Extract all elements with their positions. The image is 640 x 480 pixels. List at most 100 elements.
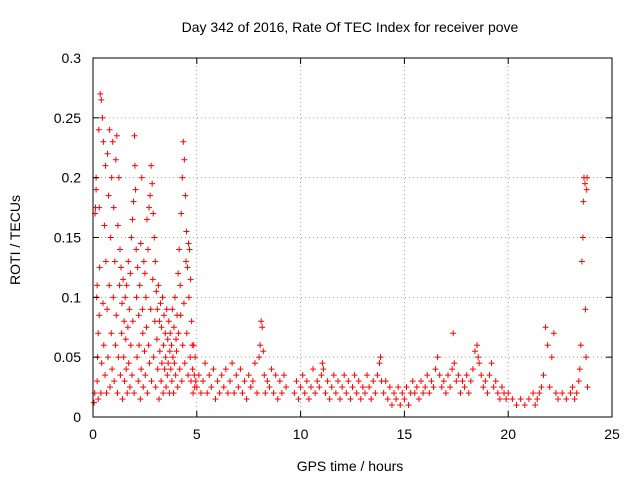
chart-title: Day 342 of 2016, Rate Of TEC Index for r… — [182, 19, 519, 35]
data-point — [513, 402, 520, 409]
data-point — [161, 366, 168, 373]
data-point — [573, 390, 580, 397]
data-point — [183, 258, 190, 265]
data-point — [98, 96, 105, 103]
data-point — [103, 390, 110, 397]
data-point — [525, 396, 532, 403]
data-point — [461, 384, 468, 391]
data-point — [370, 378, 377, 385]
data-point — [176, 366, 183, 373]
data-point — [494, 390, 501, 397]
data-point — [450, 330, 457, 337]
y-axis-label: ROTI / TECUs — [7, 195, 23, 285]
data-point — [171, 360, 178, 367]
data-point — [517, 396, 524, 403]
data-point — [193, 384, 200, 391]
data-point — [131, 390, 138, 397]
data-point — [552, 390, 559, 397]
data-point — [576, 366, 583, 373]
y-tick-label: 0.25 — [54, 110, 81, 126]
data-point — [146, 360, 153, 367]
data-point — [583, 186, 590, 193]
data-point — [154, 366, 161, 373]
data-point — [550, 330, 557, 337]
data-point — [129, 372, 136, 379]
data-point — [345, 378, 352, 385]
data-point — [102, 258, 109, 265]
data-point — [274, 396, 281, 403]
data-point — [176, 246, 183, 253]
data-point — [112, 342, 119, 349]
data-point — [167, 330, 174, 337]
data-point — [181, 360, 188, 367]
data-point — [413, 384, 420, 391]
data-point — [310, 366, 317, 373]
data-point — [364, 372, 371, 379]
data-point — [162, 354, 169, 361]
data-point — [210, 366, 217, 373]
data-point — [384, 396, 391, 403]
data-point — [175, 270, 182, 277]
data-point — [138, 174, 145, 181]
data-point — [189, 366, 196, 373]
data-point — [420, 390, 427, 397]
data-point — [476, 360, 483, 367]
data-point — [326, 396, 333, 403]
data-point — [187, 276, 194, 283]
data-point — [170, 390, 177, 397]
data-point — [197, 390, 204, 397]
data-point — [147, 192, 154, 199]
data-point — [430, 384, 437, 391]
data-point — [536, 390, 543, 397]
data-point — [97, 90, 104, 97]
data-point — [115, 354, 122, 361]
data-point — [368, 396, 375, 403]
data-point — [143, 324, 150, 331]
data-point — [111, 378, 118, 385]
data-point — [579, 234, 586, 241]
y-tick-label: 0.05 — [54, 349, 81, 365]
data-point — [91, 399, 98, 406]
data-point — [160, 312, 167, 319]
data-point — [173, 348, 180, 355]
data-point — [140, 258, 147, 265]
x-tick-label: 15 — [397, 426, 413, 442]
x-tick-label: 5 — [193, 426, 201, 442]
data-point — [132, 186, 139, 193]
data-point — [395, 384, 402, 391]
data-point — [143, 216, 150, 223]
data-point — [548, 354, 555, 361]
data-point — [262, 390, 269, 397]
data-point — [233, 372, 240, 379]
data-point — [457, 390, 464, 397]
data-point — [170, 324, 177, 331]
data-point — [569, 384, 576, 391]
data-point — [110, 294, 117, 301]
data-point — [156, 396, 163, 403]
data-point — [208, 384, 215, 391]
data-point — [173, 336, 180, 343]
data-point — [237, 366, 244, 373]
data-point — [192, 354, 199, 361]
data-point — [559, 390, 566, 397]
y-tick-label: 0.1 — [62, 289, 82, 305]
data-point — [142, 372, 149, 379]
data-point — [303, 378, 310, 385]
data-point — [449, 366, 456, 373]
data-point — [492, 378, 499, 385]
data-point — [319, 360, 326, 367]
data-point — [126, 306, 133, 313]
data-point — [391, 390, 398, 397]
data-point — [186, 246, 193, 253]
data-point — [95, 330, 102, 337]
data-point — [530, 390, 537, 397]
data-point — [546, 384, 553, 391]
data-point — [229, 360, 236, 367]
data-point — [283, 384, 290, 391]
data-point — [102, 372, 109, 379]
data-point — [137, 396, 144, 403]
data-point — [583, 354, 590, 361]
data-point — [190, 390, 197, 397]
data-point — [98, 360, 105, 367]
